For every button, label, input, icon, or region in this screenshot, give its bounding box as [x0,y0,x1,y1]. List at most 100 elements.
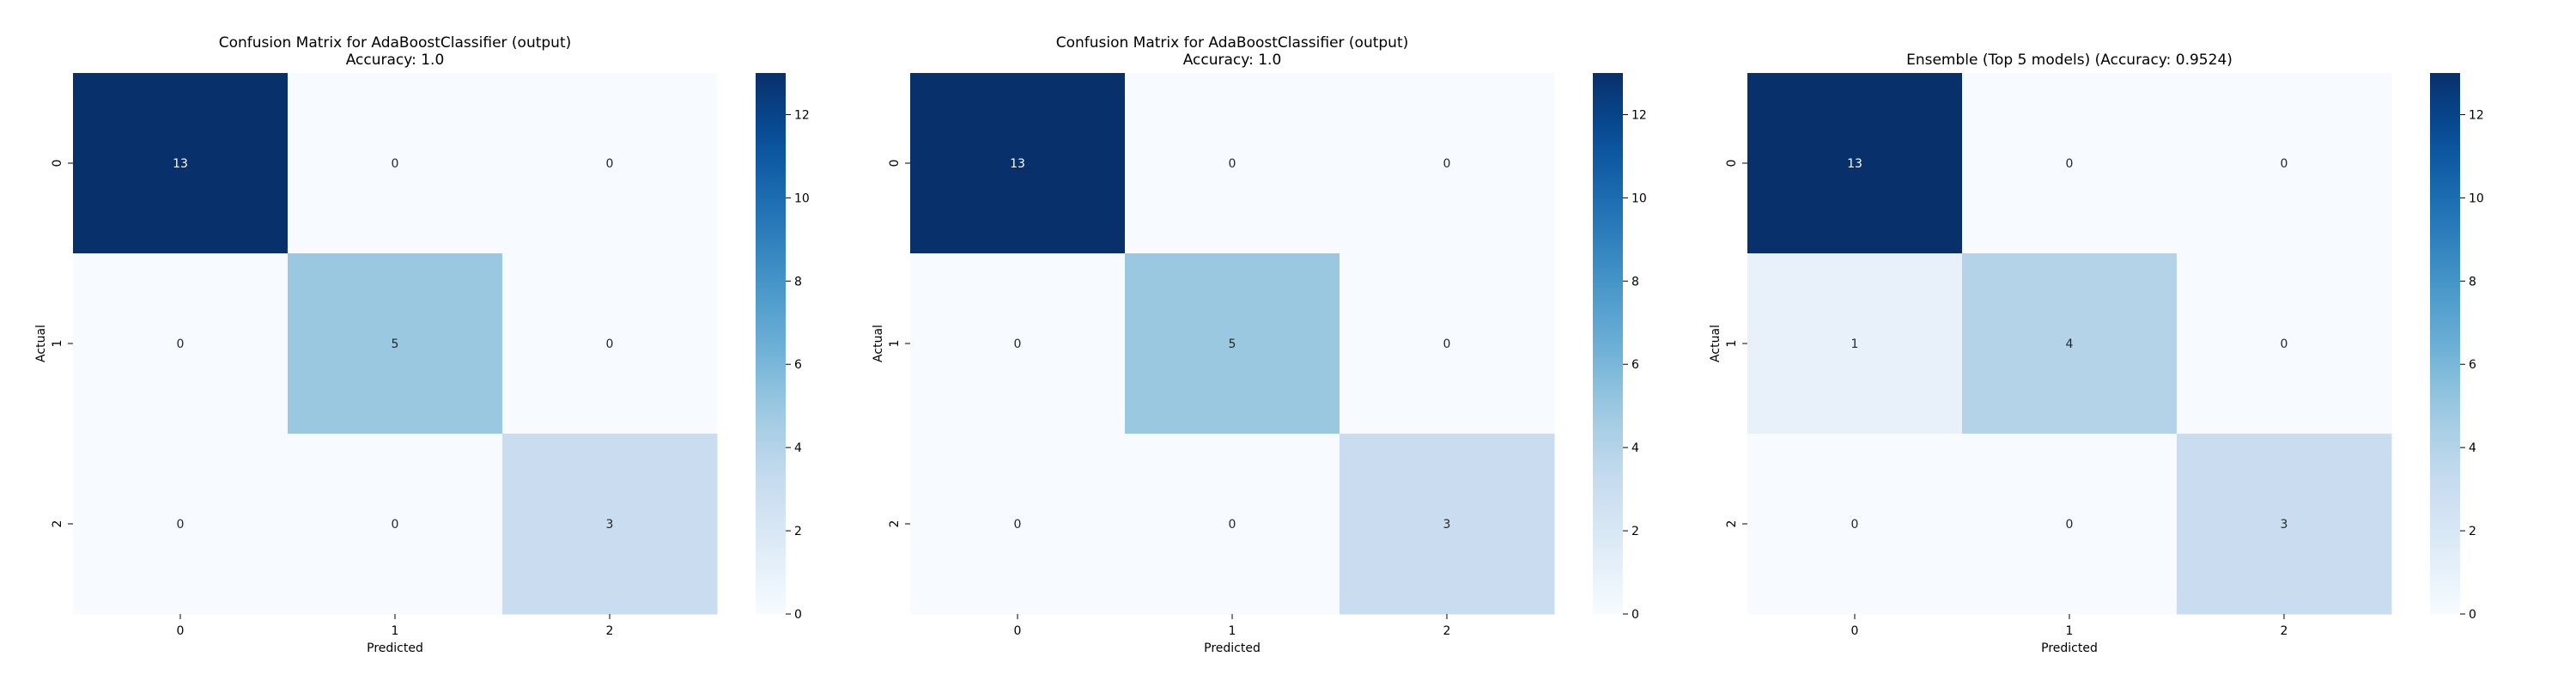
colorbar-tick-label: 10 [2469,192,2484,205]
x-tick-label: 1 [2066,624,2074,638]
cell-value-label: 0 [1014,518,1022,532]
y-tick-label: 0 [1725,160,1739,167]
heatmap-cell-r2-c2 [2177,434,2392,615]
colorbar [756,73,786,614]
chart-title-line: Confusion Matrix for AdaBoostClassifier … [1056,34,1409,52]
heatmap-cell-r1-c2 [502,253,718,435]
colorbar-tick-label: 8 [794,275,802,289]
heatmap-cell-r1-c1 [1125,253,1340,435]
colorbar-tick-label: 10 [1631,192,1647,205]
y-tick-label: 0 [888,160,902,167]
cell-value-label: 3 [2281,518,2288,532]
y-tick-label: 0 [51,160,64,167]
heatmap-cell-r1-c1 [1962,253,2178,435]
cell-value-label: 3 [1443,518,1451,532]
colorbar-tick-label: 0 [794,608,802,622]
heatmap-cell-r2-c2 [1340,434,1555,615]
colorbar-tick-label: 4 [794,441,802,455]
chart-title: Confusion Matrix for AdaBoostClassifier … [219,34,572,69]
cell-value-label: 0 [177,518,185,532]
heatmap-cell-r0-c0 [73,73,289,254]
colorbar-tick-label: 4 [1631,441,1639,455]
colorbar-tick-label: 2 [2469,525,2476,538]
y-tick-label: 1 [888,340,902,348]
chart-title-line: Confusion Matrix for AdaBoostClassifier … [219,34,572,52]
cell-value-label: 1 [1851,337,1859,351]
x-axis-label: Predicted [1204,641,1261,655]
heatmap-cell-r2-c1 [288,434,503,615]
heatmap-cell-r0-c1 [288,73,503,254]
x-tick-label: 0 [1851,624,1859,638]
x-tick-label: 2 [606,624,614,638]
heatmap-cell-r0-c1 [1962,73,2178,254]
cell-value-label: 3 [606,518,614,532]
heatmap-cell-r0-c2 [502,73,718,254]
heatmap-cell-r0-c0 [910,73,1126,254]
cell-value-label: 0 [1443,337,1451,351]
heatmap-cell-r2-c0 [910,434,1126,615]
cell-value-label: 0 [606,157,614,171]
cell-value-label: 0 [2066,518,2074,532]
colorbar-tick-label: 8 [1631,275,1639,289]
cell-value-label: 0 [2281,157,2288,171]
y-tick-label: 2 [51,520,64,528]
chart-title-line: Accuracy: 1.0 [346,52,445,69]
colorbar-tick-label: 6 [794,358,802,372]
colorbar-tick-label: 2 [1631,525,1639,538]
heatmap-cell-r0-c2 [1340,73,1555,254]
colorbar-tick-label: 0 [1631,608,1639,622]
cell-value-label: 13 [1010,157,1025,171]
y-axis-label: Actual [34,325,48,362]
y-axis-label: Actual [872,325,885,362]
chart-title: Confusion Matrix for AdaBoostClassifier … [1056,34,1409,69]
cell-value-label: 5 [392,337,399,351]
colorbar-tick-label: 2 [794,525,802,538]
y-axis-label: Actual [1709,325,1722,362]
chart-panel-1: Confusion Matrix for AdaBoostClassifier … [34,34,810,655]
heatmap-cell-r2-c0 [1747,434,1963,615]
heatmap-cell-r0-c1 [1125,73,1340,254]
colorbar-tick-label: 4 [2469,441,2476,455]
cell-value-label: 0 [1229,157,1236,171]
x-tick-label: 2 [1443,624,1451,638]
cell-value-label: 0 [2281,337,2288,351]
heatmap-cell-r1-c0 [1747,253,1963,435]
colorbar-tick-label: 10 [794,192,810,205]
heatmap-cell-r0-c0 [1747,73,1963,254]
chart-title-line: Ensemble (Top 5 models) (Accuracy: 0.952… [1906,52,2233,69]
heatmap-cell-r2-c1 [1962,434,2178,615]
heatmap-cell-r2-c0 [73,434,289,615]
cell-value-label: 0 [392,518,399,532]
colorbar [2430,73,2460,614]
colorbar [1593,73,1623,614]
chart-panel-3: Ensemble (Top 5 models) (Accuracy: 0.952… [1709,52,2484,655]
cell-value-label: 13 [173,157,188,171]
heatmap-cell-r1-c0 [73,253,289,435]
y-tick-label: 1 [51,340,64,348]
colorbar-tick-label: 0 [2469,608,2476,622]
x-tick-label: 1 [1229,624,1236,638]
cell-value-label: 0 [392,157,399,171]
chart-title-line: Accuracy: 1.0 [1183,52,1282,69]
cell-value-label: 0 [1229,518,1236,532]
heatmap-cell-r1-c2 [2177,253,2392,435]
cell-value-label: 0 [177,337,185,351]
cell-value-label: 5 [1229,337,1236,351]
x-axis-label: Predicted [2041,641,2098,655]
heatmap-cell-r1-c2 [1340,253,1555,435]
colorbar-tick-label: 6 [2469,358,2476,372]
x-axis-label: Predicted [367,641,423,655]
cell-value-label: 0 [606,337,614,351]
heatmap-cell-r1-c1 [288,253,503,435]
cell-value-label: 0 [1443,157,1451,171]
colorbar-tick-label: 6 [1631,358,1639,372]
colorbar-tick-label: 12 [2469,108,2484,122]
x-tick-label: 1 [392,624,399,638]
x-tick-label: 0 [1014,624,1022,638]
heatmap-cell-r1-c0 [910,253,1126,435]
y-tick-label: 2 [888,520,902,528]
colorbar-tick-label: 12 [1631,108,1647,122]
x-tick-label: 2 [2281,624,2288,638]
cell-value-label: 0 [1851,518,1859,532]
